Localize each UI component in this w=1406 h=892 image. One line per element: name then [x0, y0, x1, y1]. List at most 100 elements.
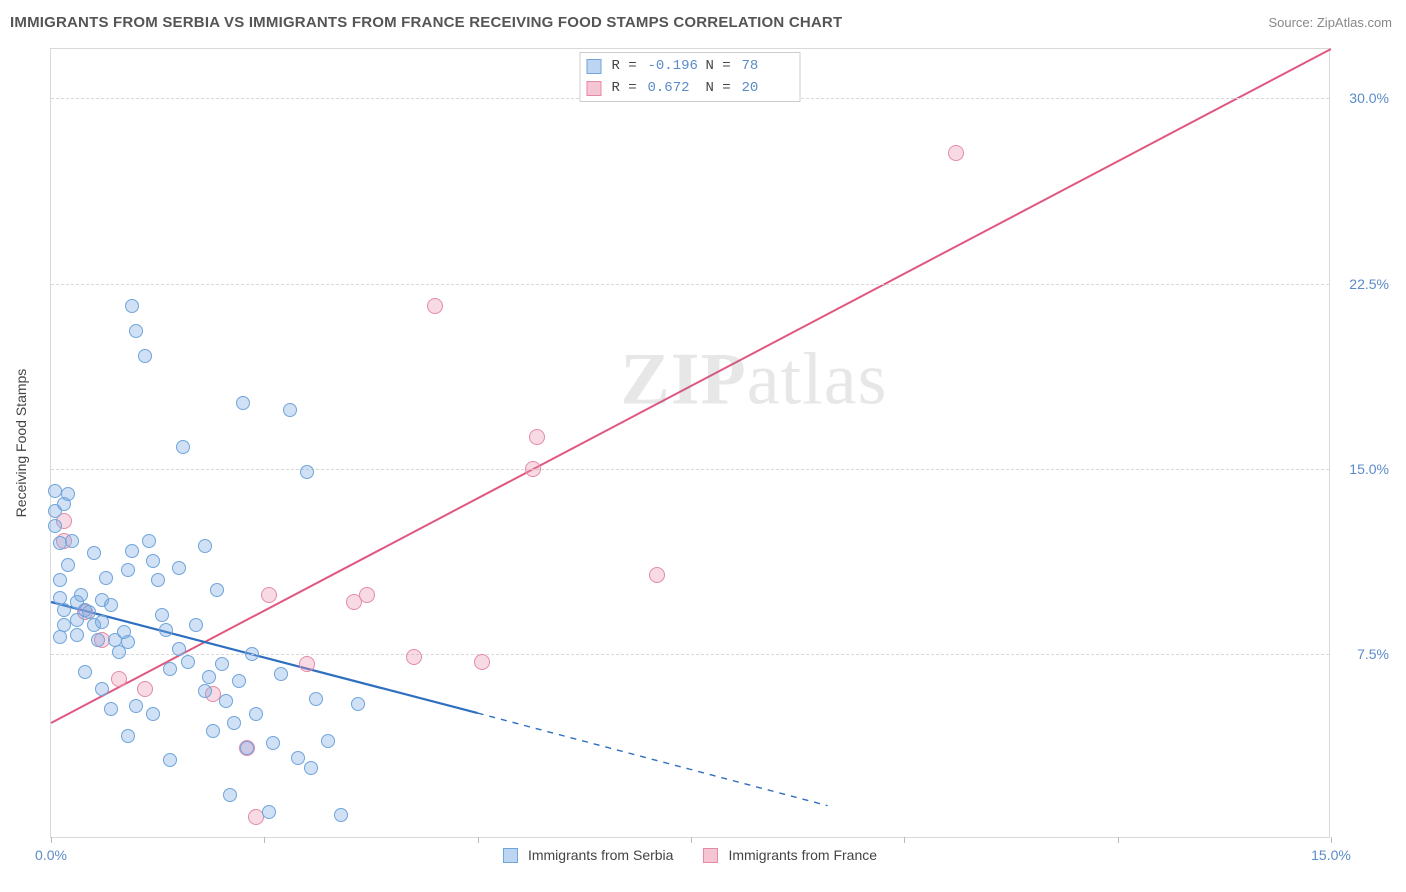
swatch-france-icon: [587, 81, 602, 96]
x-tick-mark: [904, 837, 905, 843]
data-point-france: [137, 681, 153, 697]
legend-item-france: Immigrants from France: [703, 847, 877, 863]
x-tick-mark: [691, 837, 692, 843]
legend-n-label: N =: [706, 80, 736, 96]
data-point-serbia: [53, 536, 67, 550]
data-point-serbia: [163, 662, 177, 676]
data-point-serbia: [95, 682, 109, 696]
data-point-france: [299, 656, 315, 672]
data-point-serbia: [262, 805, 276, 819]
data-point-serbia: [334, 808, 348, 822]
y-tick-label: 7.5%: [1357, 646, 1389, 662]
data-point-france: [529, 429, 545, 445]
data-point-serbia: [53, 573, 67, 587]
data-point-serbia: [351, 697, 365, 711]
x-tick-label: 15.0%: [1311, 847, 1351, 863]
swatch-france-icon: [703, 848, 718, 863]
legend-r-label: R =: [612, 58, 642, 74]
data-point-france: [261, 587, 277, 603]
chart-plot-area: R = -0.196 N = 78 R = 0.672 N = 20 Recei…: [50, 48, 1330, 838]
data-point-serbia: [125, 544, 139, 558]
data-point-serbia: [283, 403, 297, 417]
data-point-serbia: [138, 349, 152, 363]
data-point-serbia: [70, 628, 84, 642]
data-point-serbia: [65, 534, 79, 548]
data-point-serbia: [146, 707, 160, 721]
gridline: [51, 469, 1329, 470]
data-point-serbia: [104, 702, 118, 716]
swatch-serbia-icon: [503, 848, 518, 863]
data-point-france: [948, 145, 964, 161]
data-point-serbia: [202, 670, 216, 684]
legend-label: Immigrants from France: [728, 847, 877, 863]
data-point-serbia: [48, 519, 62, 533]
legend-row-france: R = 0.672 N = 20: [587, 77, 794, 99]
data-point-serbia: [129, 699, 143, 713]
data-point-serbia: [198, 684, 212, 698]
x-tick-mark: [478, 837, 479, 843]
data-point-serbia: [181, 655, 195, 669]
legend-label: Immigrants from Serbia: [528, 847, 673, 863]
data-point-serbia: [121, 563, 135, 577]
legend-r-value: -0.196: [648, 58, 700, 74]
data-point-france: [111, 671, 127, 687]
data-point-serbia: [91, 633, 105, 647]
gridline: [51, 284, 1329, 285]
data-point-serbia: [309, 692, 323, 706]
trend-lines-layer: [51, 49, 1329, 837]
data-point-serbia: [266, 736, 280, 750]
data-point-serbia: [219, 694, 233, 708]
data-point-serbia: [121, 635, 135, 649]
data-point-serbia: [249, 707, 263, 721]
x-tick-mark: [1118, 837, 1119, 843]
data-point-france: [406, 649, 422, 665]
x-tick-label: 0.0%: [35, 847, 67, 863]
data-point-serbia: [176, 440, 190, 454]
data-point-serbia: [291, 751, 305, 765]
y-tick-label: 30.0%: [1349, 90, 1389, 106]
data-point-serbia: [129, 324, 143, 338]
y-axis-label: Receiving Food Stamps: [13, 369, 29, 518]
data-point-serbia: [87, 546, 101, 560]
legend-n-value: 78: [742, 58, 794, 74]
legend-r-label: R =: [612, 80, 642, 96]
data-point-serbia: [151, 573, 165, 587]
y-tick-label: 22.5%: [1349, 276, 1389, 292]
y-tick-label: 15.0%: [1349, 461, 1389, 477]
x-tick-mark: [264, 837, 265, 843]
legend-r-value: 0.672: [648, 80, 700, 96]
data-point-serbia: [121, 729, 135, 743]
data-point-serbia: [304, 761, 318, 775]
data-point-serbia: [206, 724, 220, 738]
correlation-legend: R = -0.196 N = 78 R = 0.672 N = 20: [580, 52, 801, 102]
data-point-serbia: [172, 561, 186, 575]
x-tick-mark: [51, 837, 52, 843]
data-point-serbia: [236, 396, 250, 410]
data-point-serbia: [232, 674, 246, 688]
data-point-serbia: [125, 299, 139, 313]
watermark-zip: ZIP: [620, 338, 746, 420]
legend-row-serbia: R = -0.196 N = 78: [587, 55, 794, 77]
data-point-serbia: [163, 753, 177, 767]
watermark: ZIPatlas: [620, 337, 887, 422]
data-point-serbia: [321, 734, 335, 748]
data-point-france: [649, 567, 665, 583]
data-point-serbia: [61, 558, 75, 572]
x-tick-mark: [1331, 837, 1332, 843]
data-point-france: [525, 461, 541, 477]
gridline: [51, 654, 1329, 655]
data-point-serbia: [227, 716, 241, 730]
swatch-serbia-icon: [587, 59, 602, 74]
data-point-france: [427, 298, 443, 314]
data-point-serbia: [78, 665, 92, 679]
legend-n-value: 20: [742, 80, 794, 96]
data-point-serbia: [155, 608, 169, 622]
data-point-serbia: [198, 539, 212, 553]
data-point-serbia: [159, 623, 173, 637]
data-point-serbia: [274, 667, 288, 681]
data-point-serbia: [240, 741, 254, 755]
data-point-france: [359, 587, 375, 603]
data-point-serbia: [74, 588, 88, 602]
source-attribution: Source: ZipAtlas.com: [1268, 15, 1392, 30]
data-point-serbia: [57, 603, 71, 617]
